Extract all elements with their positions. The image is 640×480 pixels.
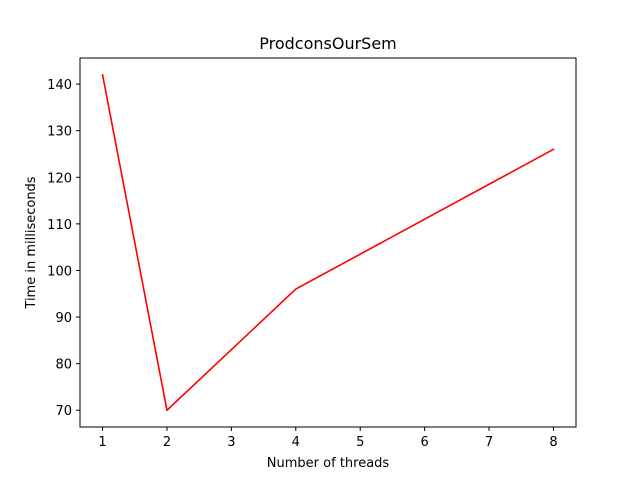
y-tick-label: 70	[55, 404, 72, 419]
chart-title: ProdconsOurSem	[259, 34, 397, 53]
x-tick-label: 4	[292, 435, 300, 450]
x-tick-label: 6	[420, 435, 428, 450]
x-tick-label: 2	[163, 435, 171, 450]
plot-frame	[79, 57, 577, 428]
y-tick-label: 80	[55, 358, 72, 373]
x-axis-label: Number of threads	[267, 456, 390, 471]
y-tick-label: 130	[47, 125, 72, 140]
series-line	[101, 73, 555, 412]
x-tick-label: 3	[227, 435, 235, 450]
x-tick-label: 1	[98, 435, 106, 450]
y-tick-label: 90	[55, 311, 72, 326]
y-tick-label: 120	[47, 171, 72, 186]
x-tick-label: 7	[485, 435, 493, 450]
y-tick-label: 140	[47, 78, 72, 93]
x-axis: 1 2 3 4 5 6 7 8	[98, 427, 558, 450]
y-tick-label: 110	[47, 218, 72, 233]
x-tick-label: 8	[549, 435, 557, 450]
y-tick-label: 100	[47, 264, 72, 279]
y-axis-label: Time in milliseconds	[24, 176, 39, 309]
x-tick-label: 5	[356, 435, 364, 450]
series-layer	[101, 73, 555, 412]
y-axis: 70 80 90 100 110 120 130 140	[47, 78, 80, 419]
